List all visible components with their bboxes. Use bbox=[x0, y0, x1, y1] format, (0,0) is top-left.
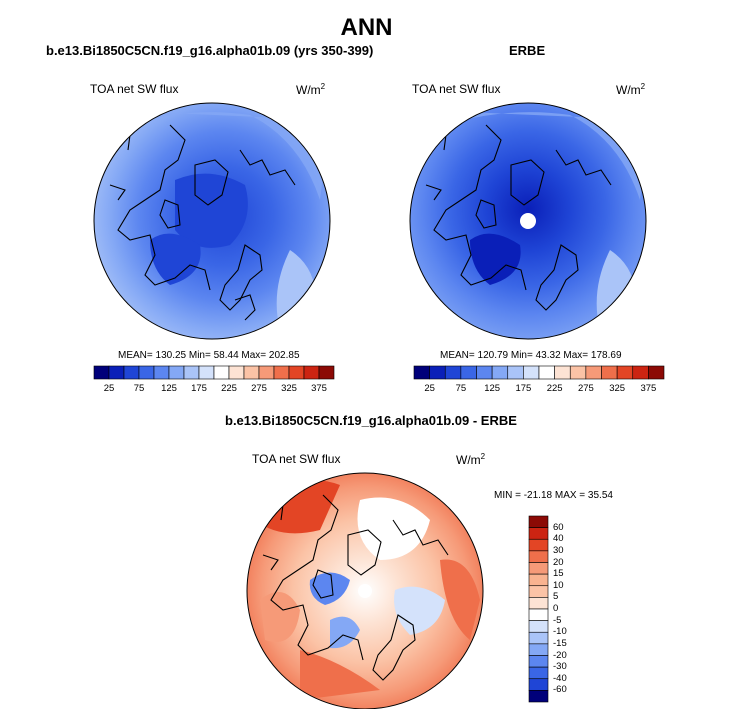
diff-colorbar-tick-label: 15 bbox=[553, 568, 564, 580]
diff-colorbar-swatch bbox=[528, 597, 549, 610]
right-colorbar-tick-label: 25 bbox=[424, 383, 435, 394]
right-stats: MEAN= 120.79 Min= 43.32 Max= 178.69 bbox=[440, 350, 622, 361]
left-colorbar-tick-label: 325 bbox=[281, 383, 297, 394]
diff-colorbar-tick-label: 10 bbox=[553, 579, 564, 591]
diff-colorbar-tick-label: 20 bbox=[553, 556, 564, 568]
diff-colorbar-swatch bbox=[528, 550, 549, 563]
diff-colorbar-tick-label: 0 bbox=[553, 603, 559, 614]
diff-colorbar-tick-label: -30 bbox=[553, 661, 567, 673]
left-colorbar-tick-label: 175 bbox=[191, 383, 207, 394]
diff-colorbar-swatch bbox=[528, 585, 549, 598]
diff-colorbar-swatch bbox=[528, 538, 549, 552]
left-colorbar-tick-label: 375 bbox=[311, 383, 327, 394]
right-variable-label: TOA net SW flux bbox=[412, 82, 501, 96]
right-panel-title: ERBE bbox=[509, 43, 546, 58]
right-colorbar-tick-label: 275 bbox=[577, 383, 594, 394]
left-colorbar-tick-label: 275 bbox=[251, 383, 267, 394]
left-colorbar-tick-label: 225 bbox=[221, 383, 237, 394]
left-colorbar-ticks: 25 75 125 175 225 275 325 375 bbox=[94, 383, 334, 397]
left-colorbar-tick-label: 125 bbox=[161, 383, 177, 394]
diff-colorbar-swatch bbox=[528, 655, 549, 668]
diff-colorbar-swatch bbox=[528, 573, 549, 587]
diff-colorbar-swatch bbox=[528, 620, 549, 633]
right-units-label: W/m2 bbox=[616, 82, 646, 97]
left-colorbar bbox=[93, 365, 335, 380]
diff-colorbar-swatch bbox=[528, 678, 549, 691]
right-colorbar-tick-label: 225 bbox=[546, 383, 563, 394]
diff-colorbar-tick-label: -60 bbox=[553, 684, 567, 696]
left-colorbar-tick-label: 25 bbox=[103, 383, 115, 394]
left-units-label: W/m2 bbox=[296, 82, 326, 97]
diff-colorbar-tick-label: 30 bbox=[553, 544, 564, 556]
left-panel-title: b.e13.Bi1850C5CN.f19_g16.alpha01b.09 (yr… bbox=[46, 43, 374, 58]
diff-colorbar-swatch bbox=[528, 643, 549, 656]
left-variable-label: TOA net SW flux bbox=[90, 82, 179, 96]
diff-colorbar-swatch bbox=[528, 527, 549, 540]
right-colorbar-tick-label: 375 bbox=[640, 383, 657, 394]
diff-colorbar-ticks: 60 40 30 20 15 10 5 0 -5 -10 -15 -20 -30 -40 -60 bbox=[553, 516, 583, 702]
diff-colorbar-swatch bbox=[528, 515, 549, 528]
diff-colorbar-swatch bbox=[528, 690, 549, 703]
left-colorbar-tick-label: 75 bbox=[133, 383, 145, 394]
figure-title: ANN bbox=[340, 14, 393, 41]
left-stats: MEAN= 130.25 Min= 58.44 Max= 202.85 bbox=[118, 350, 300, 361]
diff-colorbar-tick-label: 60 bbox=[553, 521, 564, 533]
diff-colorbar-tick-label: 40 bbox=[553, 533, 564, 545]
diff-colorbar-tick-label: -40 bbox=[553, 672, 567, 684]
diff-missing-data-pole bbox=[358, 584, 372, 598]
diff-colorbar-tick-label: -15 bbox=[553, 637, 567, 649]
diff-panel-title: b.e13.Bi1850C5CN.f19_g16.alpha01b.09 - E… bbox=[225, 413, 517, 428]
right-colorbar-tick-label: 325 bbox=[609, 383, 626, 394]
missing-data-pole bbox=[520, 213, 536, 229]
diff-stats: MIN = -21.18 MAX = 35.54 bbox=[494, 490, 613, 501]
diff-colorbar-tick-label: -20 bbox=[553, 649, 567, 661]
right-colorbar-tick-label: 125 bbox=[484, 383, 501, 394]
right-colorbar bbox=[413, 365, 665, 380]
diff-colorbar-swatch bbox=[528, 631, 549, 645]
diff-colorbar-tick-label: -10 bbox=[553, 626, 567, 638]
diff-colorbar-tick-label: 5 bbox=[553, 591, 559, 603]
diff-units-label: W/m2 bbox=[456, 452, 486, 467]
diff-colorbar-swatch bbox=[528, 562, 549, 575]
diff-colorbar-tick-label: -5 bbox=[553, 614, 562, 626]
right-colorbar-tick-label: 75 bbox=[455, 383, 467, 394]
diff-variable-label: TOA net SW flux bbox=[252, 452, 341, 466]
right-colorbar-tick-label: 175 bbox=[515, 383, 532, 394]
diff-colorbar bbox=[528, 515, 549, 703]
diff-colorbar-swatch bbox=[528, 608, 549, 621]
left-colorbar-swatch bbox=[318, 365, 335, 380]
right-colorbar-ticks: 25 75 125 175 225 275 325 375 bbox=[414, 383, 664, 397]
right-colorbar-swatch bbox=[648, 365, 665, 380]
diff-colorbar-swatch bbox=[528, 666, 549, 680]
